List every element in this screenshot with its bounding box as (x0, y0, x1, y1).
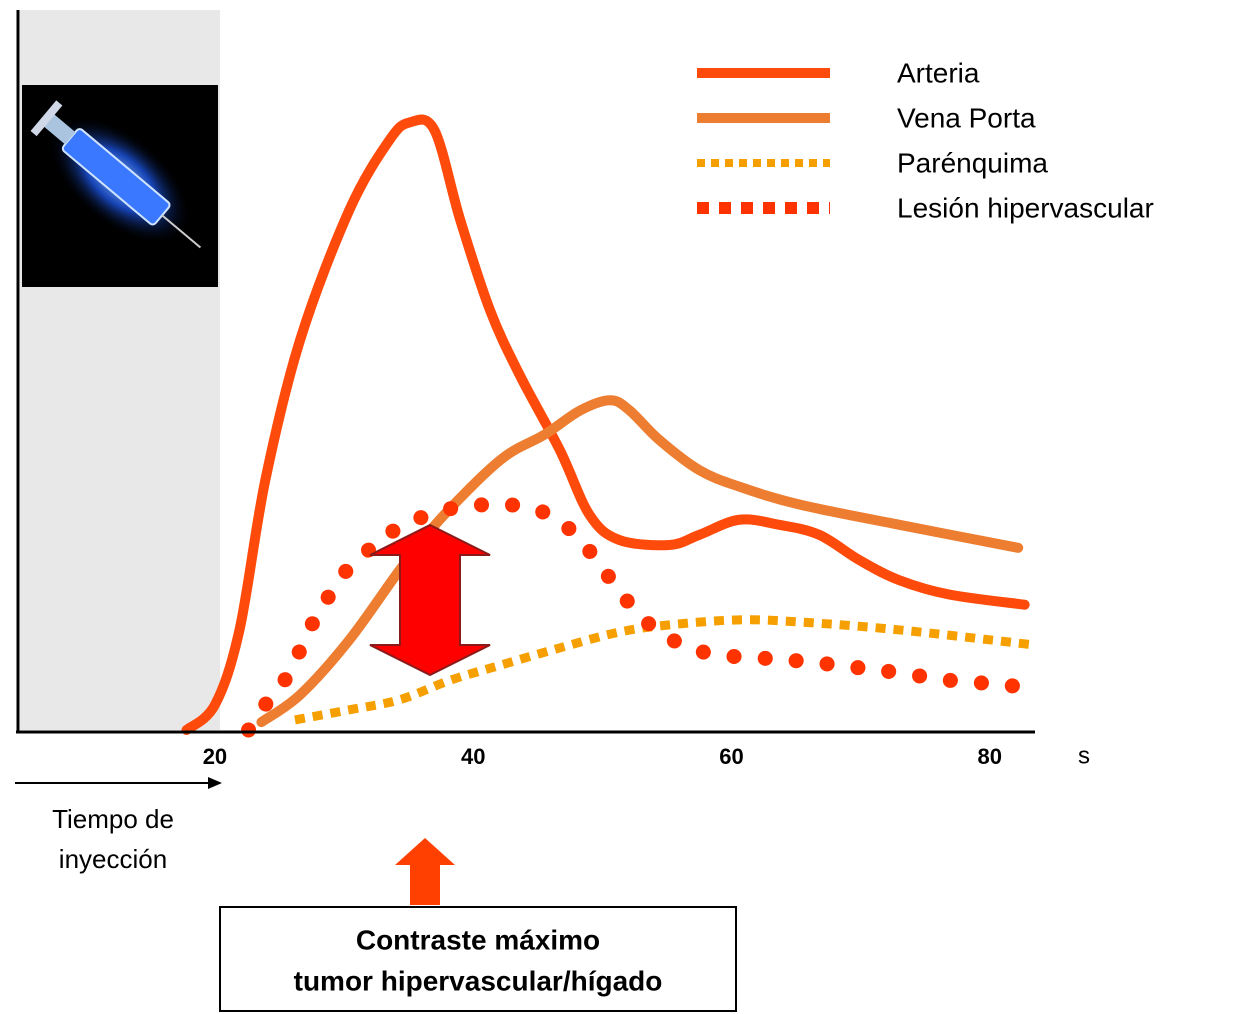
x-axis-label: s (1078, 742, 1090, 769)
injection-label: inyección (59, 844, 167, 874)
double-arrow (370, 525, 490, 675)
series-line (261, 400, 1018, 722)
legend-label: Vena Porta (897, 102, 1036, 133)
injection-arrow (15, 777, 222, 789)
x-tick-label: 80 (978, 744, 1002, 769)
x-tick-label: 20 (203, 744, 227, 769)
legend-label: Arteria (897, 57, 980, 88)
annotation-text: tumor hipervascular/hígado (294, 965, 663, 996)
legend: Arteria Vena Porta Parénquima Lesión hiperv… (697, 57, 1154, 223)
x-tick-label: 60 (719, 744, 743, 769)
x-tick-label: 40 (461, 744, 485, 769)
chart: s Tiempo de inyección Contraste máximo t… (0, 0, 1238, 1014)
up-arrow (395, 838, 455, 905)
injection-label: Tiempo de (52, 804, 174, 834)
annotation-text: Contraste máximo (356, 924, 600, 955)
legend-label: Parénquima (897, 147, 1048, 178)
legend-label: Lesión hipervascular (897, 192, 1154, 223)
syringe-image (22, 85, 218, 287)
